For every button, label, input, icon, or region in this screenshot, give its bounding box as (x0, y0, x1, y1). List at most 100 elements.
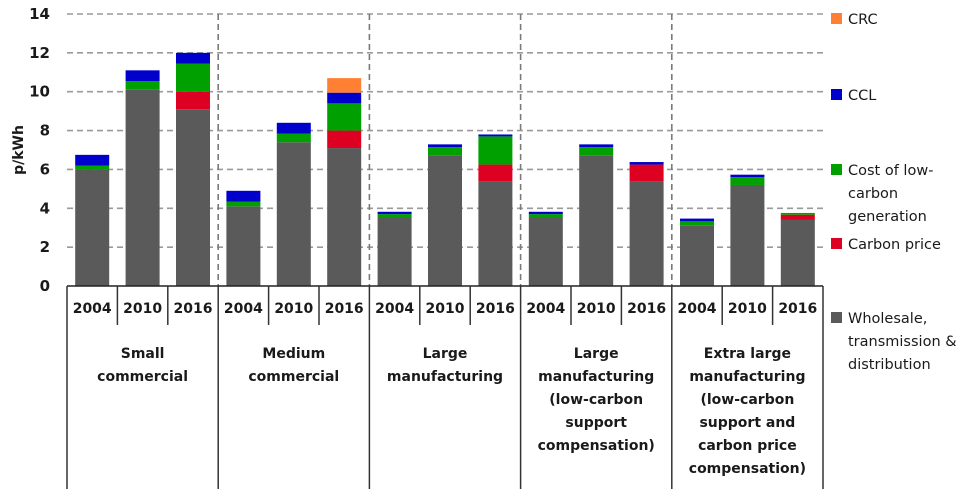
bar-segment (377, 211, 412, 215)
bar-segment (629, 181, 664, 286)
x-group-label: Small (121, 346, 165, 362)
bar-segment (327, 103, 362, 131)
x-tick-label-year: 2004 (73, 301, 112, 317)
bar-stack (730, 174, 765, 286)
x-tick-label-year: 2004 (526, 301, 565, 317)
bar-segment (176, 63, 210, 92)
bar-segment (579, 155, 614, 286)
bar-stack (176, 52, 210, 286)
legend-label: distribution (848, 357, 931, 373)
legend-item: CCL (831, 88, 876, 104)
bar-segment (528, 218, 563, 286)
bar-segment (579, 147, 614, 156)
x-group-label: support (565, 415, 627, 431)
legend-label: Cost of low- (848, 163, 933, 179)
x-group-label: Extra large (704, 346, 791, 362)
bar-segment (780, 214, 815, 220)
group-separators (217, 14, 673, 286)
bar-segment (428, 147, 462, 156)
bar-segment (75, 165, 110, 170)
bar-stack (75, 154, 110, 286)
legend: CRC CCL Cost of low-carbon generation Carbon… (831, 12, 957, 373)
bar-segment (680, 218, 714, 222)
bars (75, 52, 815, 287)
bar-stack (125, 70, 160, 287)
bar-segment (680, 221, 714, 226)
bar-segment (478, 181, 513, 286)
x-tick-label-year: 2010 (577, 301, 616, 317)
x-group-label: carbon price (698, 438, 797, 454)
bar-segment (730, 177, 765, 185)
x-tick-label-year: 2004 (375, 301, 414, 317)
bar-segment (780, 212, 815, 215)
bar-segment (327, 148, 362, 286)
bar-segment (75, 169, 110, 286)
y-tick-label: 0 (40, 277, 50, 295)
legend-item: Cost of low-carbon generation (831, 163, 933, 225)
bar-segment (629, 164, 664, 182)
bar-segment (276, 133, 311, 143)
x-tick-label-year: 2010 (123, 301, 162, 317)
bar-stack (276, 122, 311, 286)
legend-item: Wholesale, transmission & distribution (831, 311, 957, 373)
y-tick-label: 10 (29, 83, 50, 101)
x-group-label: commercial (97, 369, 188, 385)
y-tick-label: 14 (29, 5, 50, 23)
bar-segment (226, 206, 261, 286)
x-group-label: support and (699, 415, 795, 431)
bar-segment (176, 109, 210, 286)
x-tick-label-year: 2010 (274, 301, 313, 317)
bar-segment (629, 162, 664, 165)
x-group-label: (low-carbon (700, 392, 794, 408)
bar-segment (276, 122, 311, 134)
x-group-label: manufacturing (387, 369, 503, 385)
bar-segment (327, 78, 362, 93)
y-tick-label: 6 (40, 160, 50, 178)
bar-segment (176, 52, 210, 64)
bar-stack (680, 218, 714, 286)
x-axis-table: 2004 2010 2016 Small commercial 2004 2010 2016 M… (66, 285, 824, 489)
x-tick-label-year: 2016 (476, 301, 515, 317)
bar-segment (125, 81, 160, 90)
bar-segment (528, 214, 563, 218)
bar-segment (730, 174, 765, 178)
bar-segment (226, 201, 261, 207)
bar-segment (377, 214, 412, 218)
bar-segment (780, 219, 815, 286)
bar-segment (428, 144, 462, 148)
x-tick-label-year: 2004 (678, 301, 717, 317)
bar-segment (528, 211, 563, 215)
legend-label: transmission & (848, 334, 957, 350)
bar-segment (327, 92, 362, 104)
x-tick-label-year: 2010 (728, 301, 767, 317)
y-axis-ticks: 0 2 4 6 8 10 12 14 (29, 5, 50, 295)
bar-stack (327, 78, 362, 286)
legend-label: CRC (848, 12, 878, 28)
bar-segment (478, 134, 513, 137)
y-tick-label: 12 (29, 44, 50, 62)
bar-stack (226, 190, 261, 286)
legend-swatch (831, 238, 842, 249)
legend-label: CCL (848, 88, 876, 104)
legend-label: generation (848, 209, 927, 225)
x-group-label: Large (423, 346, 468, 362)
bar-segment (428, 155, 462, 286)
bar-segment (478, 164, 513, 182)
x-tick-label-year: 2010 (426, 301, 465, 317)
legend-label: carbon (848, 186, 898, 202)
bar-stack (428, 144, 462, 286)
x-tick-label-year: 2016 (325, 301, 364, 317)
bar-stack (629, 162, 664, 286)
x-group-label: (low-carbon (549, 392, 643, 408)
x-tick-label-year: 2004 (224, 301, 263, 317)
bar-segment (226, 190, 261, 202)
bar-segment (327, 130, 362, 149)
legend-swatch (831, 89, 842, 100)
bar-segment (680, 225, 714, 286)
bar-segment (276, 142, 311, 286)
x-tick-label-year: 2016 (627, 301, 666, 317)
x-group-label: manufacturing (689, 369, 805, 385)
bar-segment (125, 89, 160, 287)
legend-item: CRC (831, 12, 878, 28)
y-axis-label: p/kWh (11, 125, 27, 175)
